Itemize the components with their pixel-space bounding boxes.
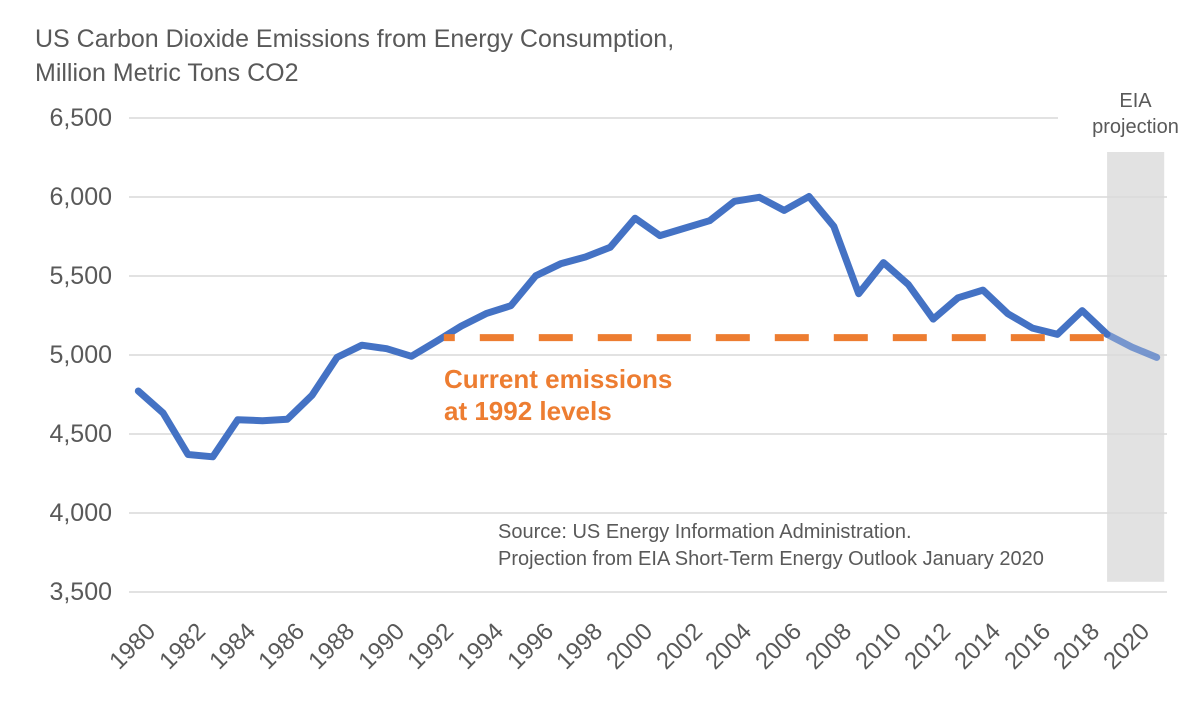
annotation-1992-levels: Current emissions at 1992 levels: [444, 363, 672, 427]
y-axis-tick-label: 6,000: [49, 183, 112, 211]
y-axis-tick-label: 4,000: [49, 499, 112, 527]
eia-projection-label-line2: projection: [1092, 116, 1179, 138]
chart-title-line2: Million Metric Tons CO2: [35, 59, 299, 87]
y-axis-tick-label: 6,500: [49, 104, 112, 132]
emissions-history-line: [134, 193, 1111, 461]
eia-projection-label-line1: EIA: [1119, 90, 1152, 112]
y-axis-tick-label: 4,500: [49, 420, 112, 448]
source-note-line2: Projection from EIA Short-Term Energy Ou…: [498, 548, 1044, 570]
y-axis-tick-label: 3,500: [49, 578, 112, 606]
source-note-line1: Source: US Energy Information Administra…: [498, 521, 912, 543]
y-axis-tick-label: 5,000: [49, 341, 112, 369]
emissions-projection-line: [1103, 330, 1161, 361]
eia-projection-label: EIA projection: [1058, 88, 1200, 140]
chart-title: US Carbon Dioxide Emissions from Energy …: [35, 22, 674, 90]
annotation-line2: at 1992 levels: [444, 396, 612, 426]
chart-title-line1: US Carbon Dioxide Emissions from Energy …: [35, 25, 675, 53]
y-axis-tick-label: 5,500: [49, 262, 112, 290]
eia-projection-band: [1107, 152, 1165, 582]
source-note: Source: US Energy Information Administra…: [498, 519, 1044, 573]
annotation-line1: Current emissions: [444, 364, 673, 394]
